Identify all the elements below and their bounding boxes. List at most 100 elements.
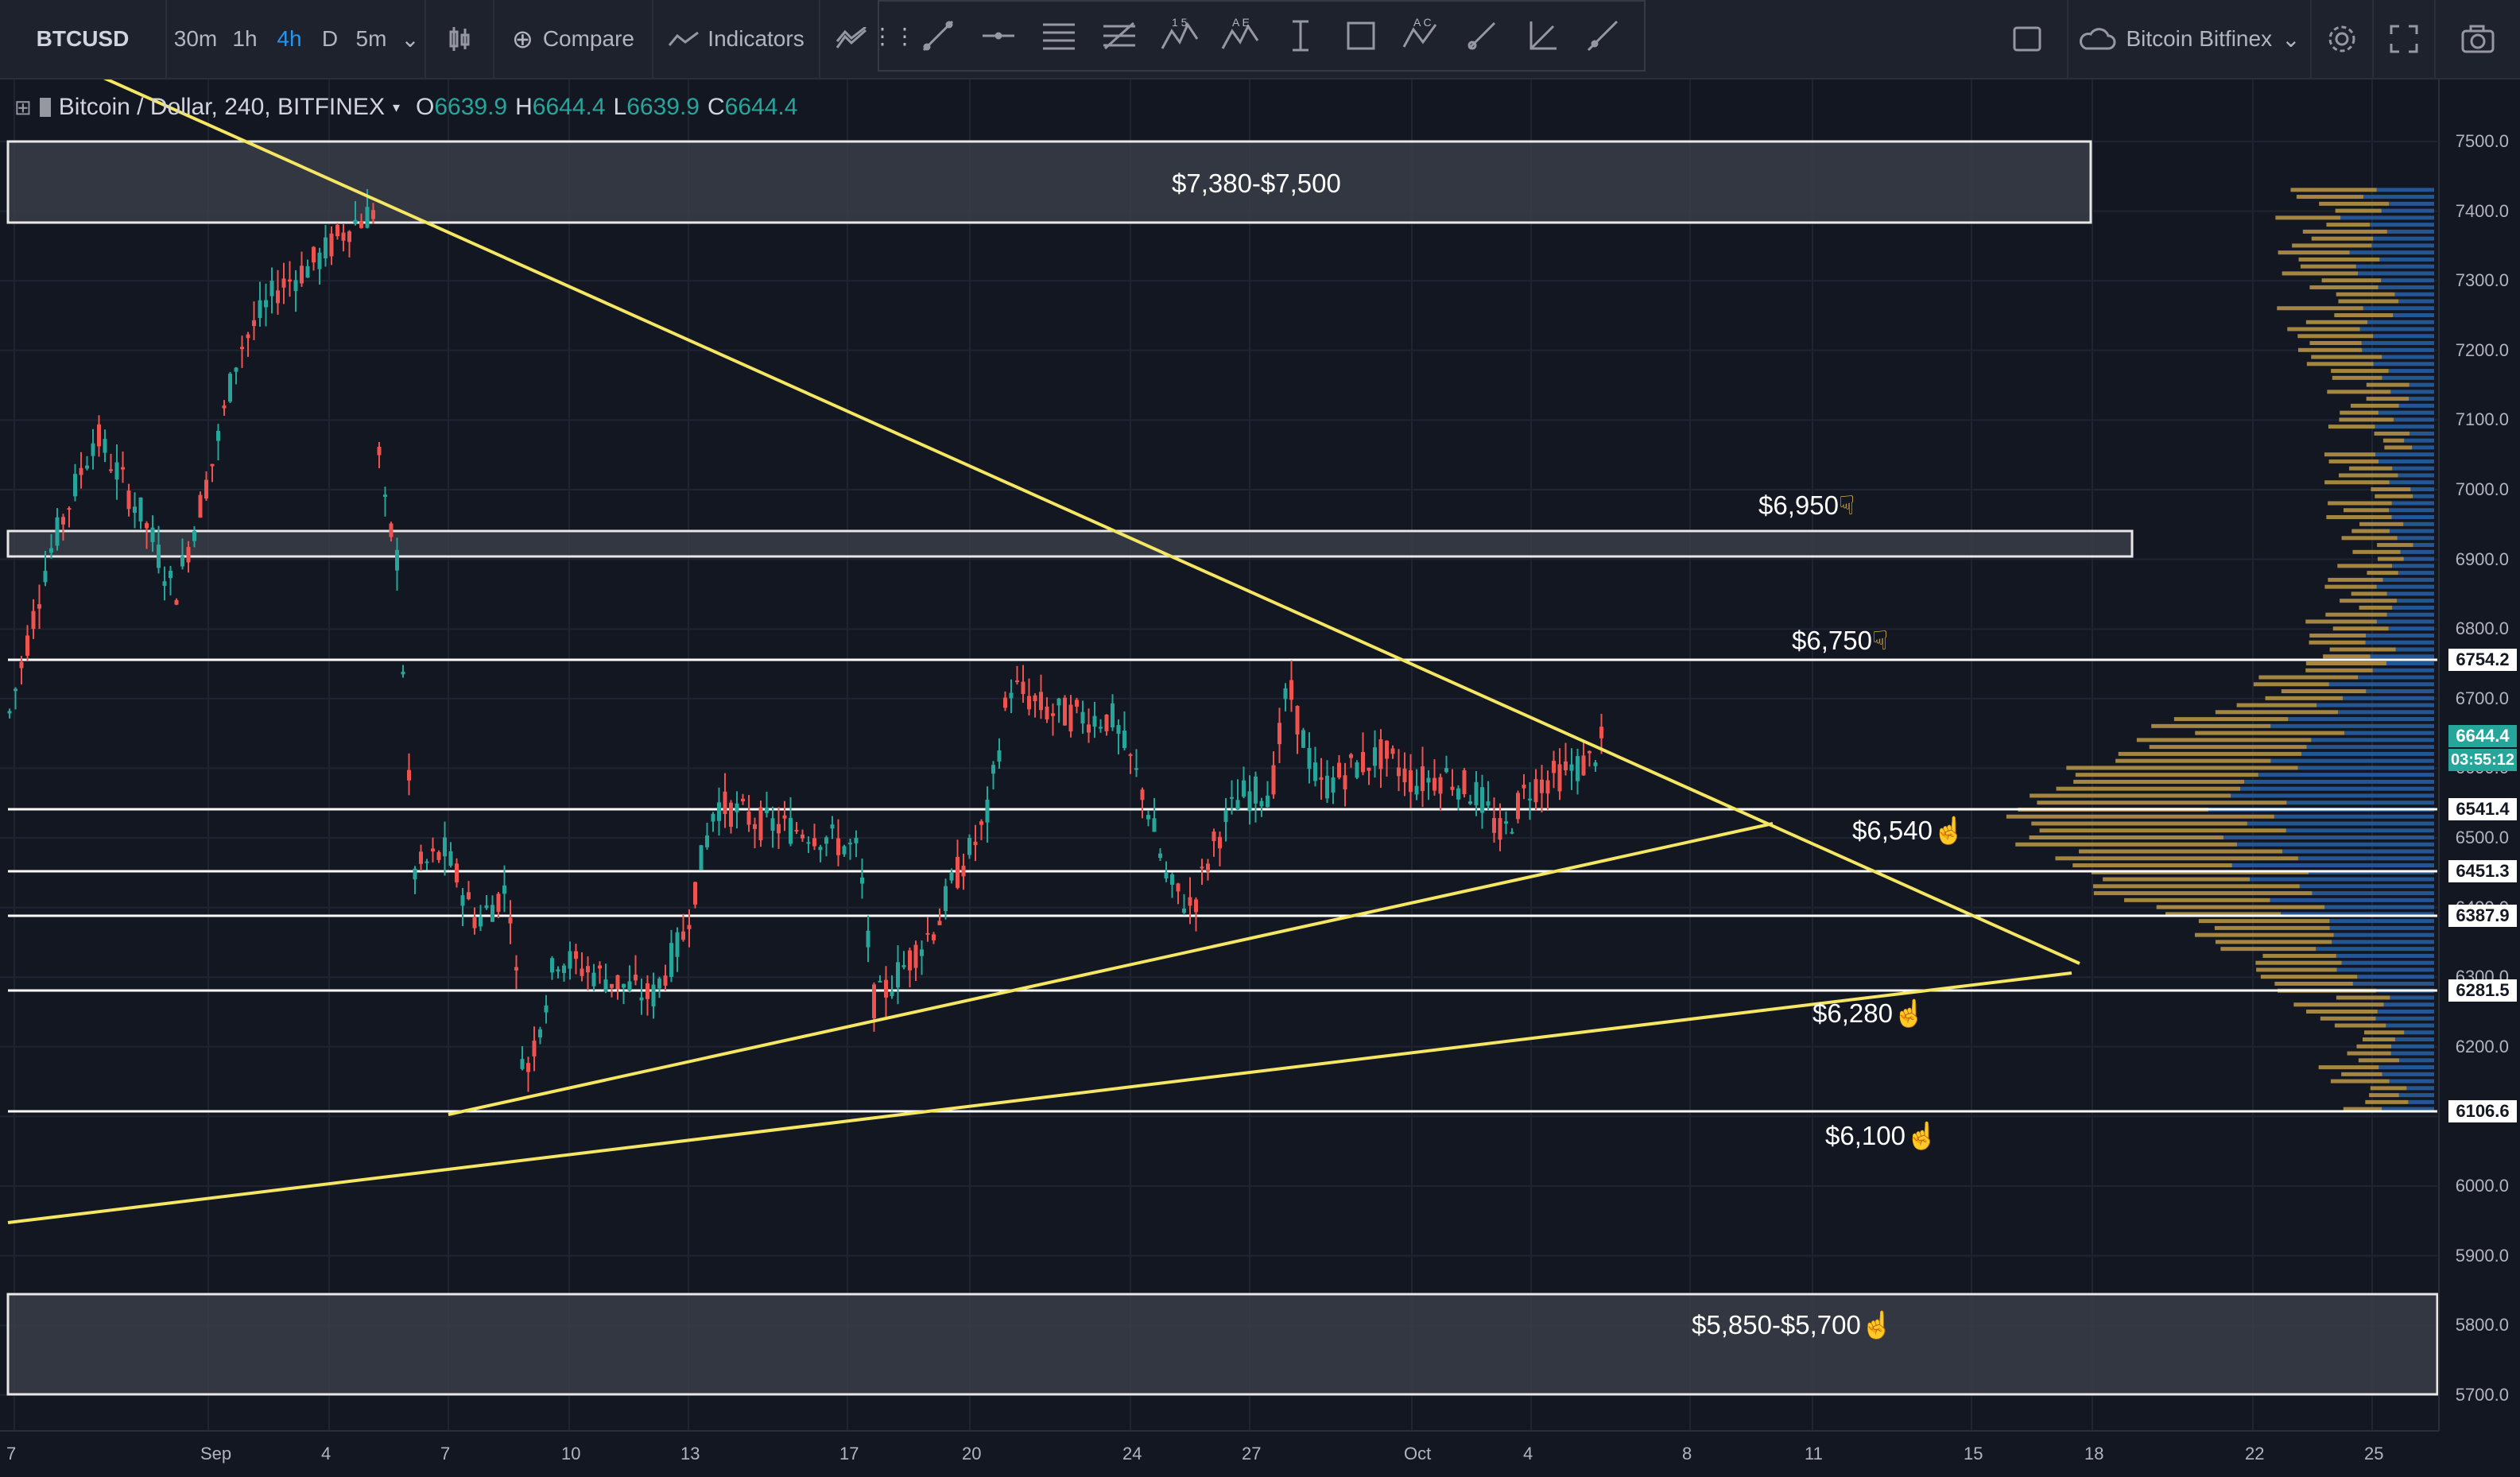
candle-body: [347, 231, 351, 242]
candle-body: [103, 439, 107, 453]
exchange-selector[interactable]: Bitcoin Bitfinex ⌄: [2068, 0, 2312, 78]
time-tick: 8: [1682, 1444, 1692, 1463]
indicators-button[interactable]: Indicators: [653, 0, 820, 78]
ascending-trendline-outer[interactable]: [7, 971, 2072, 1224]
candle-body: [1588, 750, 1591, 754]
interval-4h[interactable]: 4h: [277, 26, 302, 51]
fullscreen-button[interactable]: [2374, 0, 2436, 78]
volume-bar-sell: [2006, 814, 2274, 819]
rectangle-tool[interactable]: [1331, 2, 1391, 70]
resistance-zone-top[interactable]: [6, 140, 2092, 224]
volume-bar-sell: [2298, 347, 2363, 352]
support-zone-bottom[interactable]: [6, 1293, 2439, 1396]
legend-title[interactable]: Bitcoin / Dollar, 240, BITFINEX: [58, 94, 385, 120]
interval-5m[interactable]: 5m: [355, 26, 387, 51]
volume-bar-sell: [2215, 710, 2339, 715]
elliott-wave-tool[interactable]: A E: [1210, 2, 1270, 70]
volume-bar-sell: [2274, 981, 2353, 986]
trendline-tool[interactable]: [908, 2, 968, 70]
parallel-channel-tool[interactable]: [1029, 2, 1089, 70]
interval-dropdown[interactable]: ⌄: [396, 0, 426, 78]
level-6280-label[interactable]: $6,280☝: [1812, 998, 1925, 1029]
volume-bar-buy: [2409, 431, 2434, 436]
volume-bar-buy: [2258, 773, 2434, 777]
ascending-trendline-inner[interactable]: [448, 822, 1774, 1116]
candle-body: [1194, 899, 1198, 913]
candle-body: [1075, 700, 1079, 707]
level-6750-label[interactable]: $6,750☟: [1792, 625, 1888, 656]
price-chart[interactable]: [0, 79, 2520, 1477]
volume-bar-buy: [2270, 897, 2434, 902]
volume-bar-sell: [2305, 320, 2368, 324]
templates-button[interactable]: [827, 0, 876, 78]
resistance-zone-6950[interactable]: [6, 529, 2134, 558]
zone-bottom-label[interactable]: $5,850-$5,700☝: [1692, 1310, 1894, 1341]
volume-bar-buy: [2373, 334, 2434, 339]
level-6950-label[interactable]: $6,950☟: [1758, 490, 1855, 521]
volume-bar-buy: [2223, 835, 2434, 839]
legend-toggle-icon[interactable]: ⊞: [14, 95, 32, 119]
text-tool[interactable]: [1270, 2, 1331, 70]
candle-body: [961, 866, 966, 877]
volume-bar-buy: [2403, 556, 2434, 561]
volume-bar-sell: [2340, 599, 2397, 603]
angle-tool[interactable]: [1512, 2, 1572, 70]
time-tick: 4: [321, 1444, 331, 1463]
symbol-search[interactable]: BTCUSD: [0, 0, 167, 78]
volume-bar-buy: [2398, 473, 2434, 478]
volume-bar-sell: [2328, 459, 2379, 463]
volume-bar-buy: [2378, 410, 2434, 415]
horizontal-line-icon: [983, 32, 1014, 40]
volume-bar-buy: [2329, 925, 2434, 930]
volume-bar-sell: [2309, 341, 2362, 346]
interval-30m[interactable]: 30m: [173, 26, 218, 51]
level-6100-label[interactable]: $6,100☝: [1825, 1121, 1938, 1152]
candle-body: [1557, 764, 1562, 792]
abcd-pattern-tool[interactable]: A C: [1391, 2, 1452, 70]
candle-body: [174, 599, 179, 605]
volume-bar-sell: [2030, 793, 2231, 798]
caret-down-icon[interactable]: ▾: [392, 99, 400, 115]
descending-trendline[interactable]: [100, 79, 2080, 965]
price-tick: 7100.0: [2455, 409, 2509, 430]
layout-button[interactable]: [1987, 0, 2068, 78]
interval-d[interactable]: D: [321, 26, 339, 51]
interval-1h[interactable]: 1h: [232, 26, 258, 51]
candle-body: [1116, 725, 1121, 735]
settings-button[interactable]: [2312, 0, 2374, 78]
volume-bar-sell: [2305, 668, 2373, 673]
compare-button[interactable]: ⊕ Compare: [494, 0, 653, 78]
brush-tool[interactable]: [1452, 2, 1512, 70]
exchange-label: Bitcoin Bitfinex: [2126, 26, 2273, 51]
candle-body: [258, 300, 262, 319]
volume-bar-buy: [2270, 758, 2434, 763]
channel-icon: [1043, 23, 1075, 50]
level-6540-label[interactable]: $6,540☝: [1852, 816, 1965, 847]
drag-handle[interactable]: ⋮⋮: [871, 23, 916, 48]
volume-bar-buy: [2349, 250, 2434, 255]
candle-body: [359, 221, 363, 228]
volume-bar-sell: [2015, 842, 2237, 847]
ray-tool[interactable]: [1572, 2, 1633, 70]
volume-bar-buy: [2383, 1002, 2434, 1007]
volume-bar-sell: [2039, 828, 2286, 833]
volume-bar-buy: [2396, 599, 2434, 603]
candle-body: [395, 549, 399, 571]
horizontal-ray-tool[interactable]: [968, 2, 1029, 70]
candle-body: [1307, 747, 1312, 770]
candle-body: [669, 943, 673, 977]
volume-bar-buy: [2329, 919, 2434, 924]
volume-bar-sell: [2341, 1072, 2382, 1076]
zone-top-label[interactable]: $7,380-$7,500: [1172, 169, 1341, 198]
drawing-toolbar: ⋮⋮ 1 5 A E A C: [871, 0, 1646, 72]
candle-body: [1361, 752, 1365, 773]
volume-bar-sell: [2319, 201, 2390, 206]
chart-type-button[interactable]: [426, 0, 494, 78]
fib-tool[interactable]: [1089, 2, 1150, 70]
pointing-hand-icon: ☟: [1871, 626, 1889, 655]
xabcd-pattern-tool[interactable]: 1 5: [1150, 2, 1210, 70]
legend-high-key: H: [515, 94, 533, 120]
snapshot-button[interactable]: [2436, 0, 2520, 78]
volume-bar-buy: [2389, 201, 2434, 206]
candle-body: [1390, 748, 1395, 754]
